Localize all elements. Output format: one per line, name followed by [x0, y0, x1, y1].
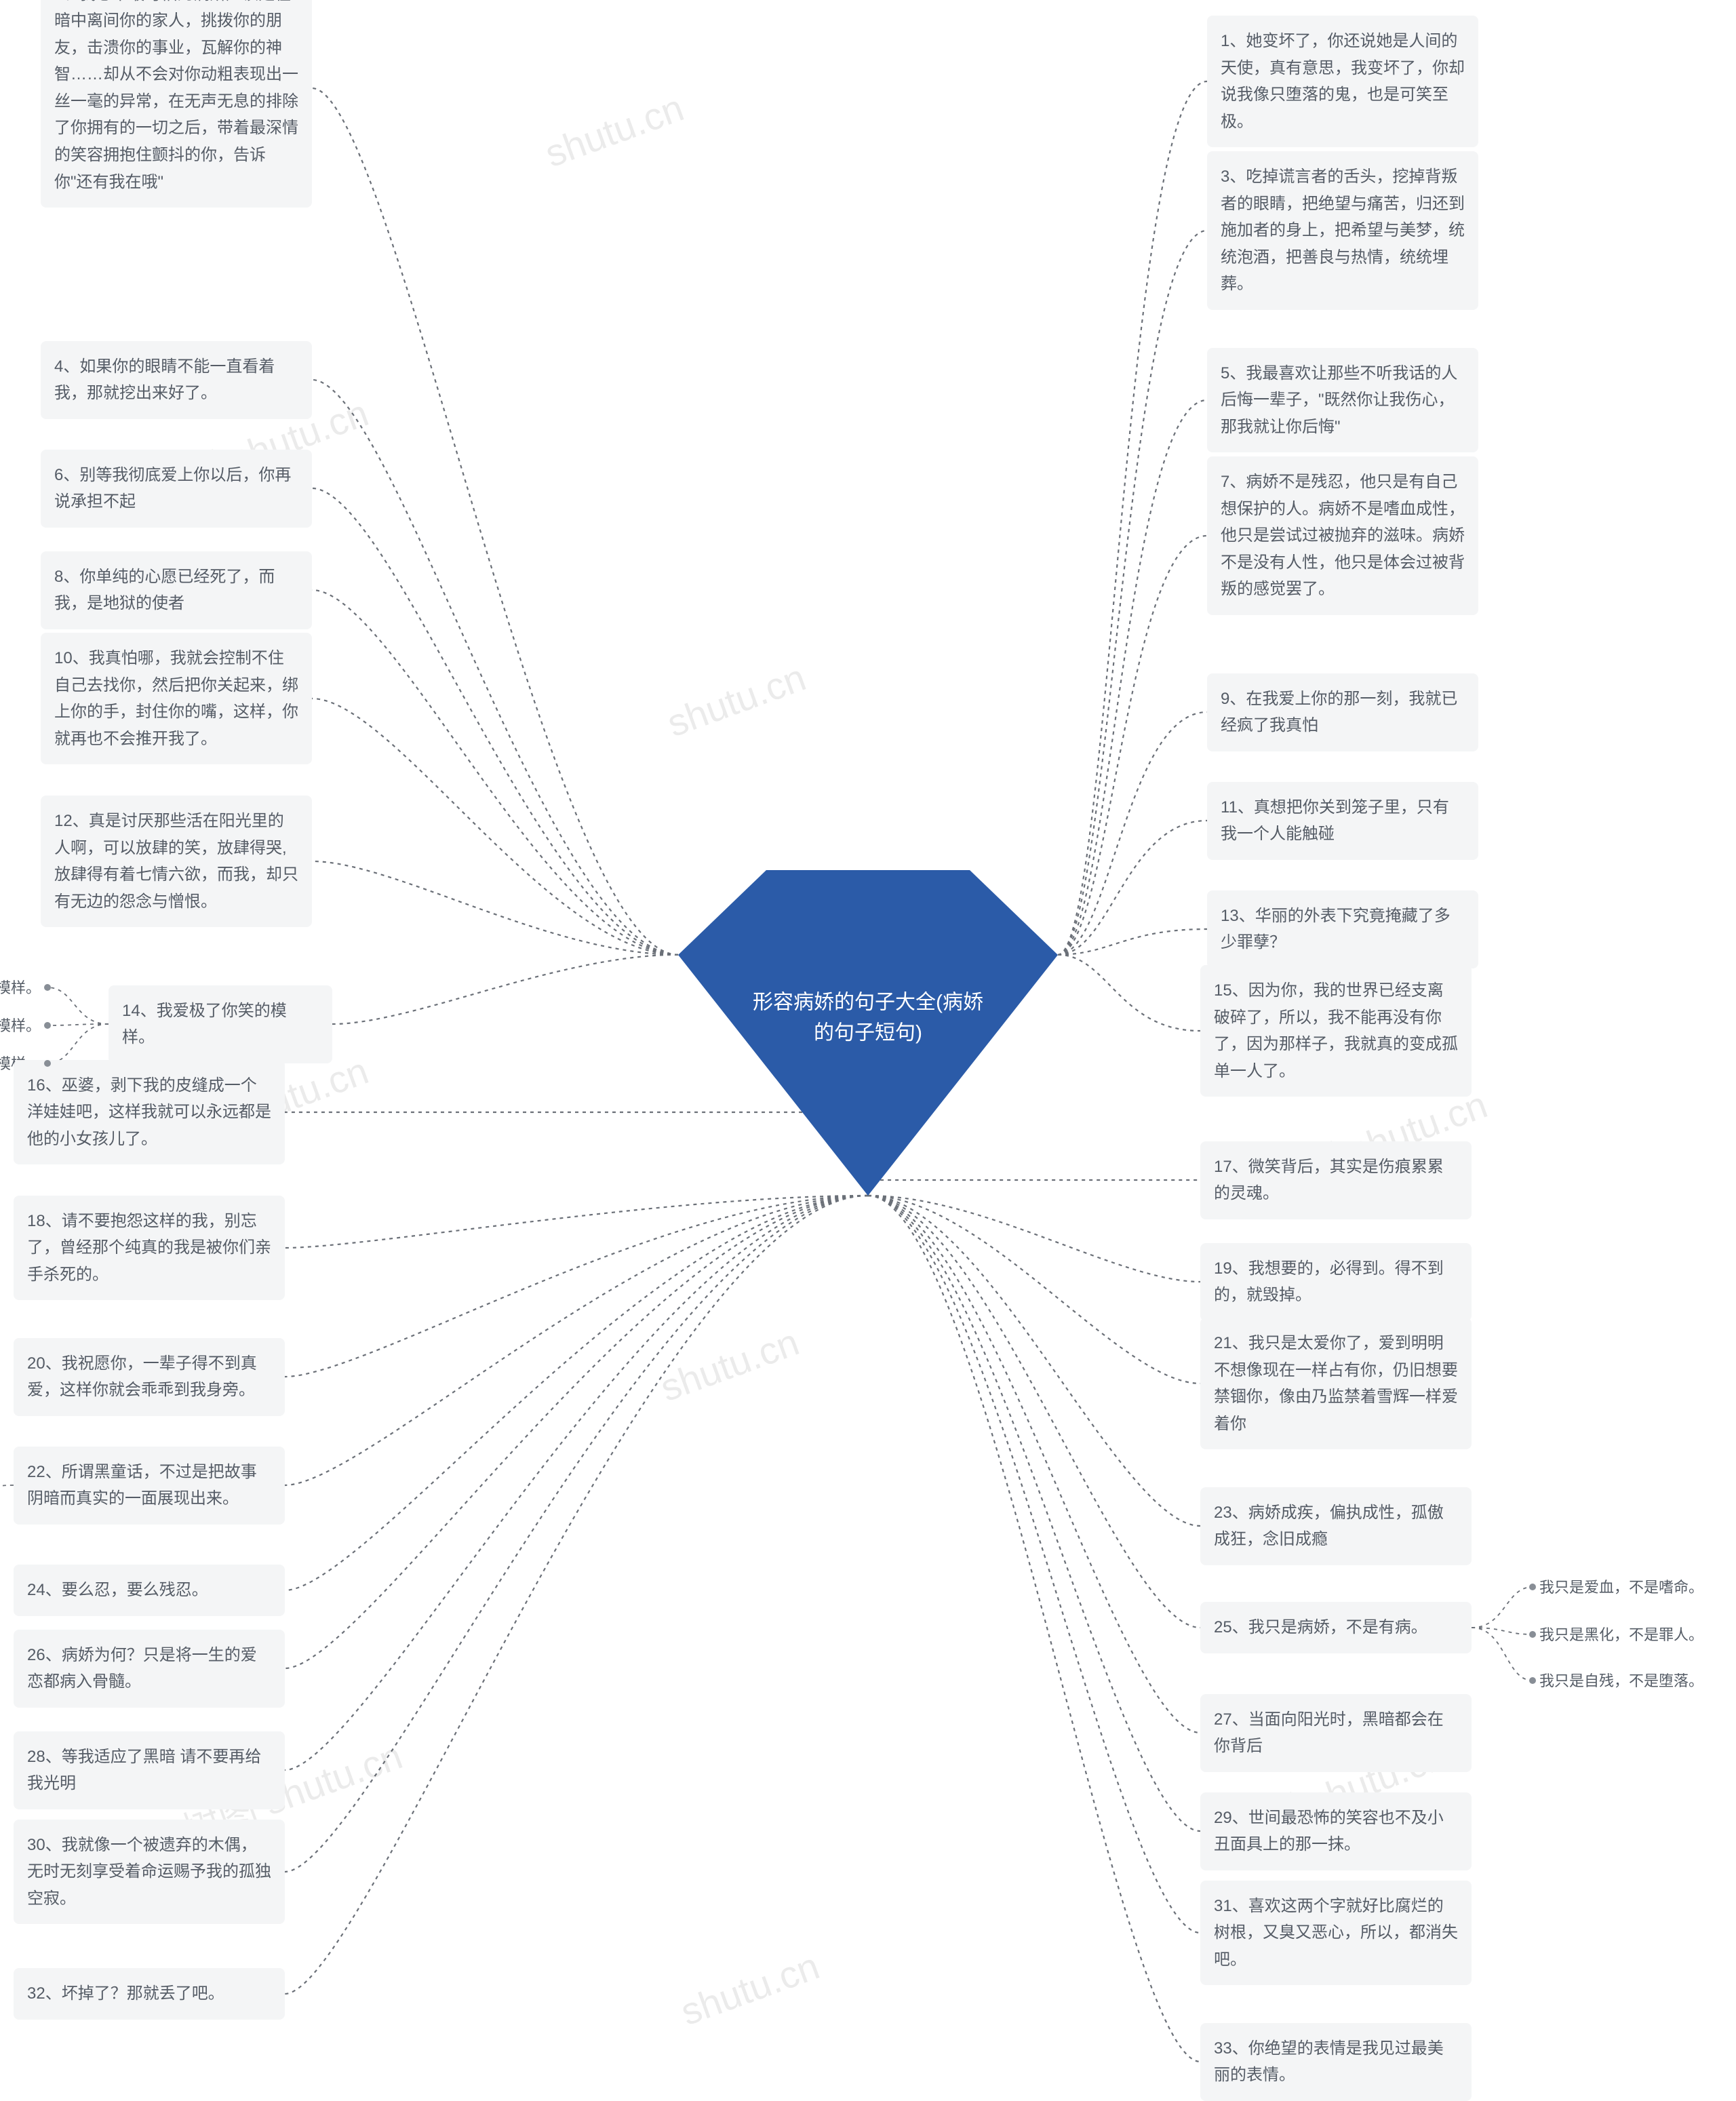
bullet-dot [44, 1060, 51, 1067]
mindmap-node: 28、等我适应了黑暗 请不要再给我光明 [14, 1731, 285, 1809]
mindmap-node: 10、我真怕哪，我就会控制不住自己去找你，然后把你关起来，绑上你的手，封住你的嘴… [41, 633, 312, 764]
mindmap-node: 8、你单纯的心愿已经死了，而我，是地狱的使者 [41, 551, 312, 629]
mindmap-node: 6、别等我彻底爱上你以后，你再说承担不起 [41, 450, 312, 528]
mindmap-node: 9、在我爱上你的那一刻，我就已经疯了我真怕 [1207, 673, 1478, 751]
mindmap-node: 12、真是讨厌那些活在阳光里的人啊，可以放肆的笑，放肆得哭,放肆得有着七情六欲，… [41, 796, 312, 927]
watermark-text: shutu.cn [654, 1320, 804, 1410]
mindmap-subnode: 我爱极了你血染满身的模样。 [0, 1012, 41, 1040]
mindmap-node: 29、世间最恐怖的笑容也不及小丑面具上的那一抹。 [1200, 1792, 1472, 1870]
mindmap-node: 32、坏掉了？那就丢了吧。 [14, 1968, 285, 2020]
center-title: 形容病娇的句子大全(病娇的句子短句) [749, 987, 987, 1048]
bullet-dot [44, 984, 51, 991]
mindmap-node: 23、病娇成疾，偏执成性，孤傲成狂，念旧成瘾 [1200, 1487, 1472, 1565]
mindmap-node: 24、要么忍，要么残忍。 [14, 1565, 285, 1616]
mindmap-node: 30、我就像一个被遗弃的木偶，无时无刻享受着命运赐予我的孤独空寂。 [14, 1820, 285, 1925]
mindmap-subnode: 我只是黑化，不是罪人。 [1539, 1621, 1703, 1649]
mindmap-node: 18、请不要抱怨这样的我，别忘了，曾经那个纯真的我是被你们亲手杀死的。 [14, 1196, 285, 1301]
mindmap-node: 27、当面向阳光时，黑暗都会在你背后 [1200, 1694, 1472, 1772]
mindmap-node: 16、巫婆，剥下我的皮缝成一个洋娃娃吧，这样我就可以永远都是他的小女孩儿了。 [14, 1060, 285, 1165]
mindmap-node: 21、我只是太爱你了，爱到明明不想像现在一样占有你，仍旧想要禁锢你，像由乃监禁着… [1200, 1318, 1472, 1449]
mindmap-node: 14、我爱极了你笑的模样。 [108, 985, 332, 1063]
bullet-dot [44, 1022, 51, 1029]
bullet-dot [1529, 1677, 1536, 1684]
mindmap-node: 7、病娇不是残忍，他只是有自己想保护的人。病娇不是嗜血成性，他只是尝试过被抛弃的… [1207, 456, 1478, 615]
mindmap-node: 11、真想把你关到笼子里，只有我一个人能触碰 [1207, 782, 1478, 860]
watermark-text: shutu.cn [661, 655, 811, 745]
mindmap-node: 13、华丽的外表下究竟掩藏了多少罪孽？ [1207, 890, 1478, 968]
mindmap-node: 26、病娇为何？只是将一生的爱恋都病入骨髓。 [14, 1630, 285, 1708]
center-node: 形容病娇的句子大全(病娇的句子短句) [678, 870, 1058, 1196]
mindmap-node: 4、如果你的眼睛不能一直看着我，那就挖出来好了。 [41, 341, 312, 419]
mindmap-node: 2、我心中最可怕的病娇应该是在暗中离间你的家人，挑拨你的朋友，击溃你的事业，瓦解… [41, 0, 312, 208]
bullet-dot [1529, 1631, 1536, 1638]
mindmap-node: 31、喜欢这两个字就好比腐烂的树根，又臭又恶心，所以，都消失吧。 [1200, 1881, 1472, 1986]
mindmap-node: 5、我最喜欢让那些不听我话的人后悔一辈子，"既然你让我伤心，那我就让你后悔" [1207, 348, 1478, 453]
mindmap-node: 15、因为你，我的世界已经支离破碎了，所以，我不能再没有你了，因为那样子，我就真… [1200, 965, 1472, 1097]
mindmap-node: 19、我想要的，必得到。得不到的，就毁掉。 [1200, 1243, 1472, 1321]
mindmap-node: 1、她变坏了，你还说她是人间的天使，真有意思，我变坏了，你却说我像只堕落的鬼，也… [1207, 16, 1478, 147]
mindmap-subnode: 我爱极了你哭着求我的模样。 [0, 974, 41, 1002]
watermark-text: shutu.cn [539, 85, 689, 176]
mindmap-node: 33、你绝望的表情是我见过最美丽的表情。 [1200, 2023, 1472, 2101]
mindmap-node: 22、所谓黑童话，不过是把故事阴暗而真实的一面展现出来。 [14, 1447, 285, 1525]
mindmap-node: 20、我祝愿你，一辈子得不到真爱，这样你就会乖乖到我身旁。 [14, 1338, 285, 1416]
bullet-dot [1529, 1584, 1536, 1590]
mindmap-node: 17、微笑背后，其实是伤痕累累的灵魂。 [1200, 1141, 1472, 1219]
mindmap-subnode: 我只是自残，不是堕落。 [1539, 1667, 1703, 1695]
mindmap-node: 25、我只是病娇，不是有病。 [1200, 1602, 1472, 1653]
watermark-text: shutu.cn [675, 1944, 825, 2034]
mindmap-node: 3、吃掉谎言者的舌头，挖掉背叛者的眼睛，把绝望与痛苦，归还到施加者的身上，把希望… [1207, 151, 1478, 310]
mindmap-subnode: 我只是爱血，不是嗜命。 [1539, 1573, 1703, 1601]
